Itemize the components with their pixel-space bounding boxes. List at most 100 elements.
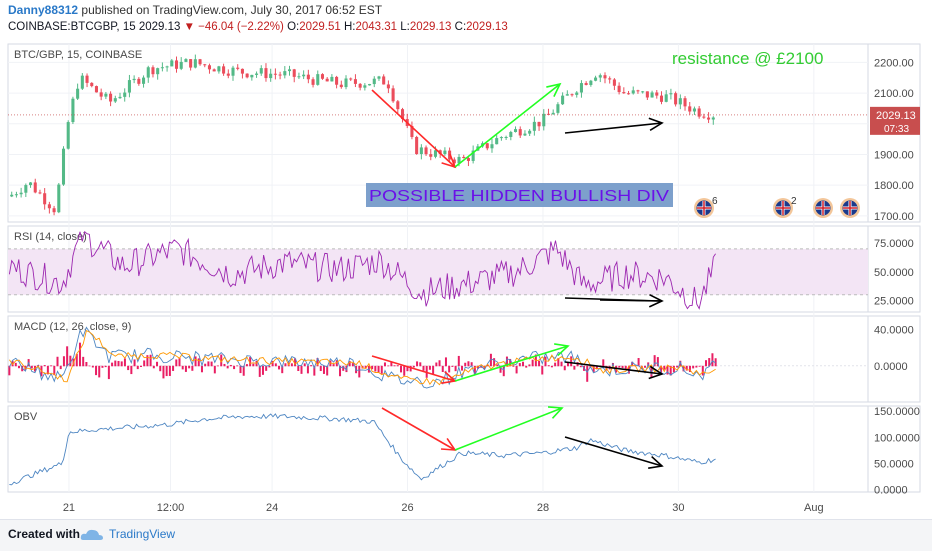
candle-body bbox=[575, 92, 579, 95]
macd-hist-bar bbox=[573, 365, 576, 370]
macd-hist-bar bbox=[175, 359, 178, 367]
open-value: 2029.51 bbox=[299, 21, 341, 33]
macd-hist-bar bbox=[672, 365, 675, 373]
candle-body bbox=[193, 59, 197, 68]
macd-hist-bar bbox=[127, 365, 130, 371]
macd-hist-bar bbox=[566, 362, 569, 367]
candle-body bbox=[146, 67, 150, 78]
candle-body bbox=[113, 98, 117, 102]
macd-hist-bar bbox=[676, 365, 679, 368]
macd-hist-bar bbox=[149, 354, 152, 367]
candle-body bbox=[226, 73, 230, 76]
tradingview-brand[interactable]: TradingView bbox=[109, 527, 176, 541]
macd-hist-bar bbox=[653, 355, 656, 367]
macd-hist-bar bbox=[59, 365, 62, 370]
candle-body bbox=[424, 147, 428, 155]
arrow-head bbox=[547, 406, 564, 419]
macd-hist-bar bbox=[586, 365, 589, 382]
macd-hist-bar bbox=[679, 360, 682, 367]
macd-hist-bar bbox=[339, 365, 342, 377]
candle-body bbox=[212, 69, 216, 72]
candle-body bbox=[85, 75, 89, 83]
macd-hist-bar bbox=[43, 365, 46, 367]
publisher-link[interactable]: Danny88312 bbox=[8, 3, 79, 17]
obv-pane-title: OBV bbox=[14, 411, 38, 423]
close-value: 2029.13 bbox=[466, 21, 508, 33]
arrow-head bbox=[648, 117, 664, 132]
macd-hist-bar bbox=[409, 365, 412, 372]
macd-hist-bar bbox=[348, 361, 351, 367]
macd-hist-bar bbox=[319, 365, 322, 372]
macd-hist-bar bbox=[682, 365, 685, 372]
candle-body bbox=[368, 84, 372, 86]
macd-hist-bar bbox=[239, 365, 242, 374]
candle-body bbox=[410, 125, 414, 137]
macd-hist-bar bbox=[8, 365, 11, 376]
rsi-line bbox=[8, 230, 716, 310]
uk-event-flag-icon bbox=[813, 198, 833, 218]
candle-body bbox=[71, 98, 75, 123]
candle-body bbox=[546, 113, 551, 115]
macd-hist-bar bbox=[525, 365, 528, 368]
macd-hist-bar bbox=[213, 365, 216, 374]
candle-body bbox=[471, 150, 475, 161]
candle-body bbox=[631, 90, 635, 94]
candle-body bbox=[90, 82, 94, 87]
candle-body bbox=[579, 83, 583, 93]
macd-hist-bar bbox=[30, 365, 33, 369]
time-tick-label: 30 bbox=[672, 502, 684, 514]
uk-event-flag-icon bbox=[694, 198, 714, 218]
arrow-head bbox=[648, 455, 664, 470]
time-tick-label: 26 bbox=[401, 502, 413, 514]
candle-body bbox=[391, 88, 395, 102]
macd-hist-bar bbox=[88, 365, 91, 367]
macd-hist-bar bbox=[461, 365, 464, 371]
macd-hist-bar bbox=[705, 360, 708, 367]
candle-body bbox=[664, 94, 668, 102]
macd-hist-bar bbox=[258, 365, 261, 377]
macd-hist-bar bbox=[451, 365, 454, 367]
macd-hist-bar bbox=[448, 365, 451, 373]
candle-body bbox=[612, 79, 616, 86]
macd-hist-bar bbox=[374, 365, 377, 372]
macd-hist-bar bbox=[326, 365, 329, 376]
uk-event-flag-icon bbox=[773, 198, 793, 218]
macd-hist-bar bbox=[602, 359, 605, 367]
macd-hist-bar bbox=[708, 358, 711, 367]
candle-body bbox=[47, 204, 51, 209]
macd-hist-bar bbox=[701, 365, 704, 376]
candle-body bbox=[697, 108, 701, 117]
macd-hist-bar bbox=[197, 358, 200, 367]
macd-hist-bar bbox=[261, 365, 264, 375]
candle-body bbox=[330, 76, 334, 82]
macd-hist-bar bbox=[69, 355, 72, 367]
candle-body bbox=[645, 91, 649, 98]
macd-hist-bar bbox=[172, 365, 175, 371]
candle-body bbox=[518, 129, 522, 136]
macd-hist-bar bbox=[512, 365, 515, 367]
candle-body bbox=[650, 92, 654, 98]
candle-body bbox=[678, 98, 682, 105]
macd-hist-bar bbox=[383, 362, 386, 367]
event-count: 6 bbox=[712, 196, 718, 207]
macd-hist-bar bbox=[104, 365, 107, 368]
obv-flat-arrow bbox=[564, 436, 664, 470]
pane-frame-obv bbox=[7, 405, 921, 493]
macd-hist-bar bbox=[133, 359, 136, 367]
candle-body bbox=[419, 147, 423, 155]
macd-up-arrow bbox=[454, 343, 570, 382]
obv-tick-label: 150.0000 bbox=[874, 406, 920, 418]
macd-hist-bar bbox=[114, 360, 117, 367]
candle-body bbox=[278, 74, 282, 76]
candle-body bbox=[52, 208, 56, 213]
candle-body bbox=[400, 109, 405, 120]
macd-hist-bar bbox=[419, 362, 422, 367]
macd-hist-bar bbox=[557, 358, 560, 367]
candle-body bbox=[38, 192, 42, 194]
candle-body bbox=[24, 185, 28, 193]
candle-body bbox=[104, 93, 108, 97]
candle-body bbox=[617, 85, 621, 93]
obv-tick-label: 50.0000 bbox=[874, 458, 914, 470]
last-price: 2029.13 bbox=[138, 21, 181, 33]
macd-hist-bar bbox=[595, 365, 598, 370]
